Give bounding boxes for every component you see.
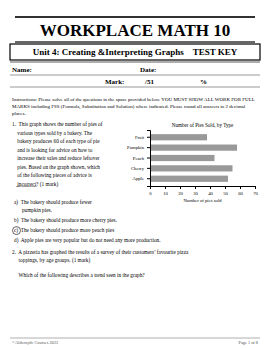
option-text: pumpkin pies. xyxy=(14,207,52,213)
page: WORKPLACE MATH 10 Unit 4: Creating &Inter… xyxy=(0,0,270,350)
rule xyxy=(10,87,260,88)
tick-mark xyxy=(255,186,256,189)
question-text: 2. A pizzeria has graphed the results of… xyxy=(12,249,189,255)
footer-rule xyxy=(10,338,260,339)
tick-mark xyxy=(210,186,211,189)
footer: Page 1 of 8 xyxy=(239,340,258,345)
footer: ©Aldernyde Courses 2023 xyxy=(12,340,58,345)
subtitle-box xyxy=(10,44,260,60)
tick-mark xyxy=(147,147,150,148)
tick: 20 xyxy=(178,186,183,196)
tick-label: Peach xyxy=(133,156,145,161)
bar xyxy=(150,176,228,182)
tick-mark xyxy=(195,186,196,189)
plot-area xyxy=(150,130,255,186)
mark-value: /51 xyxy=(144,78,154,86)
rule xyxy=(10,75,260,76)
tick-label: Fruit xyxy=(135,135,145,140)
tick-label: Apple xyxy=(133,176,144,181)
rule xyxy=(10,62,260,63)
question-text: Which of the following describes a trend… xyxy=(12,272,145,278)
option-text: b) The bakery should produce more cherry… xyxy=(14,217,117,224)
axis-line xyxy=(151,187,256,190)
percent: % xyxy=(200,78,207,86)
bar xyxy=(150,165,233,171)
tick-label: 40 xyxy=(208,191,213,196)
tick: Apple xyxy=(133,176,150,181)
tick-label: Cherry xyxy=(131,166,145,171)
tick: 0 xyxy=(149,186,152,196)
tick-label: 20 xyxy=(178,191,183,196)
tick-mark xyxy=(147,158,150,159)
question-text: and is looking for advice on how to xyxy=(12,147,93,153)
tick: 30 xyxy=(193,186,198,196)
axis-title: Number of pies sold xyxy=(183,198,222,203)
question-text: pies. Based on the graph shown, which xyxy=(12,164,100,170)
tick-label: 10 xyxy=(163,191,168,196)
instructions: Instructions: Please solve all of the qu… xyxy=(12,97,255,116)
tick-label: 30 xyxy=(193,191,198,196)
tick-mark xyxy=(165,186,166,189)
question-text: increase their sales and reduce leftover xyxy=(12,155,100,161)
question-text: bakery produces 60 of each type of pie xyxy=(12,138,100,144)
question-text: of the following pieces of advice is xyxy=(12,172,92,178)
tick: Peach xyxy=(133,156,150,161)
bar xyxy=(150,134,207,140)
option-text: c) The bakery should produce more peach … xyxy=(14,227,114,234)
tick-label: 60 xyxy=(238,191,243,196)
subtitle: Unit 4: Creating &Interpreting Graphs TE… xyxy=(33,47,238,57)
tick-label: 0 xyxy=(149,191,152,196)
tick: Fruit xyxy=(135,135,150,140)
bar xyxy=(150,145,237,151)
name-label: Name: xyxy=(12,66,32,74)
option-text: a) The bakery should produce fewer xyxy=(14,199,92,206)
bar xyxy=(150,155,215,161)
date-label: Date: xyxy=(140,66,156,74)
tick: Cherry xyxy=(131,166,150,171)
tick: 10 xyxy=(163,186,168,196)
bars xyxy=(150,134,237,182)
tick: 50 xyxy=(223,186,228,196)
question-text: various types sold by a bakery. The xyxy=(12,130,93,136)
tick-mark xyxy=(180,186,181,189)
tick: 40 xyxy=(208,186,213,196)
tick-mark xyxy=(147,168,150,169)
tick-mark xyxy=(147,137,150,138)
tick-mark xyxy=(147,178,150,179)
x-axis: 0 10 20 30 40 50 60 70 xyxy=(149,186,258,196)
option-text: d) Apple pies are very popular but do no… xyxy=(14,237,161,244)
y-axis: Apple Cherry Peach Pumpkin Fruit xyxy=(127,131,150,187)
question-text: 1. This graph shows the number of pies o… xyxy=(12,121,103,127)
chart-title: Number of Pies Sold, by Type xyxy=(172,122,234,128)
tick-mark xyxy=(225,186,226,189)
tick-label: 50 xyxy=(223,191,228,196)
tick-mark xyxy=(240,186,241,189)
tick: 60 xyxy=(238,186,243,196)
question-text: ̲i̲n̲c̲o̲r̲r̲e̲c̲t̲? (1 mark) xyxy=(12,181,58,188)
top-rule xyxy=(15,16,255,18)
answer-circle xyxy=(13,227,21,235)
tick: 70 xyxy=(253,186,258,196)
tick-label: 70 xyxy=(253,191,258,196)
question-text: toppings, by age groups. (1 mark) xyxy=(12,257,90,264)
mark-label: Mark: xyxy=(105,78,124,86)
tick-label: Pumpkin xyxy=(127,145,145,150)
title: WORKPLACE MATH 10 xyxy=(40,21,230,40)
axis-line xyxy=(147,131,151,187)
tick: Pumpkin xyxy=(127,145,150,150)
title-rule xyxy=(15,41,255,43)
